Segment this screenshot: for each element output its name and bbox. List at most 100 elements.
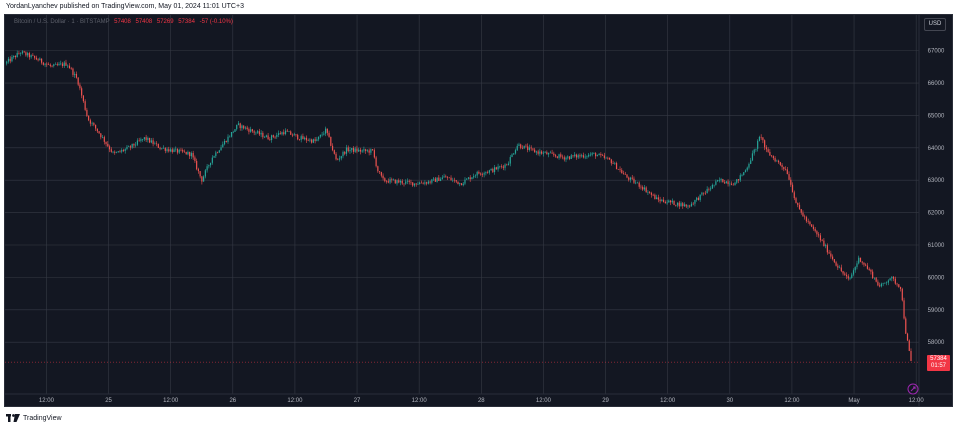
candle: [856, 260, 858, 270]
candle: [481, 172, 483, 178]
candle: [265, 134, 267, 138]
candle: [147, 136, 149, 143]
scroll-to-realtime-icon[interactable]: [907, 383, 919, 395]
candle: [68, 63, 71, 69]
candle: [162, 145, 165, 149]
candle: [784, 166, 787, 171]
candle: [873, 277, 876, 280]
candle: [603, 152, 605, 160]
time-tick-label: 12:00: [39, 398, 55, 404]
candle: [49, 63, 51, 68]
candle: [889, 278, 891, 281]
candle: [183, 149, 186, 153]
candle: [236, 124, 238, 131]
candle: [439, 177, 442, 182]
candle: [645, 186, 647, 193]
candle: [483, 171, 485, 178]
candle: [840, 264, 842, 273]
candle: [196, 158, 198, 171]
candle: [741, 173, 743, 177]
candle: [54, 62, 57, 65]
candle: [469, 175, 471, 182]
candle: [258, 128, 260, 137]
candle: [602, 153, 604, 156]
candle: [98, 130, 100, 134]
candle: [436, 177, 438, 183]
candle: [246, 125, 248, 131]
candle: [75, 71, 78, 79]
candle: [908, 339, 910, 352]
candle: [579, 153, 581, 159]
candle: [213, 155, 215, 158]
candle: [595, 152, 597, 159]
candle: [110, 147, 112, 153]
candle: [272, 134, 274, 139]
candle: [636, 181, 639, 184]
chart-area[interactable]: 67000 66000 65000 64000 63000 62000 61000 60000…: [4, 14, 953, 407]
candle: [605, 156, 607, 159]
candle: [776, 159, 778, 162]
candle: [877, 279, 879, 287]
candle: [459, 182, 461, 187]
candle: [119, 149, 121, 153]
candle: [189, 151, 191, 160]
candle: [821, 238, 823, 242]
candle: [906, 332, 909, 342]
candle: [420, 180, 423, 184]
candlestick-chart[interactable]: 67000 66000 65000 64000 63000 62000 61000 60000…: [5, 15, 952, 406]
candle: [737, 179, 740, 184]
candle: [190, 151, 193, 160]
candle: [588, 153, 590, 158]
candle: [215, 150, 217, 159]
candle: [406, 178, 409, 185]
candle: [797, 202, 799, 208]
candle: [774, 156, 776, 163]
candle: [302, 133, 304, 140]
price-axis[interactable]: 67000 66000 65000 64000 63000 62000 61000 60000…: [928, 49, 945, 347]
candle: [415, 183, 417, 187]
candle: [546, 150, 548, 155]
candle: [298, 138, 301, 141]
candle: [417, 181, 419, 185]
candle: [209, 162, 212, 168]
candle: [347, 145, 349, 153]
candle: [206, 163, 208, 173]
candle: [408, 179, 410, 185]
candle: [567, 155, 569, 160]
candle: [852, 268, 855, 277]
candle: [591, 152, 593, 157]
candle: [532, 148, 534, 152]
candle: [365, 148, 367, 154]
candle: [441, 175, 443, 180]
price-tick-label: 67000: [928, 49, 945, 55]
candle: [516, 143, 518, 151]
candle: [229, 135, 231, 138]
candle: [443, 173, 445, 178]
currency-button[interactable]: USD: [924, 18, 946, 31]
legend-open: 57408: [114, 19, 131, 25]
candle: [819, 233, 821, 243]
candle: [833, 258, 835, 264]
candle: [750, 157, 752, 165]
time-axis[interactable]: 12:00 25 12:00 26 12:00 27 12:00 28 12:00 29 12:00…: [39, 398, 924, 404]
candle: [703, 192, 705, 196]
candle: [539, 148, 541, 157]
candle: [886, 281, 888, 286]
candle: [560, 152, 562, 159]
tradingview-logo[interactable]: TradingView: [6, 413, 62, 423]
candle: [570, 153, 572, 160]
candle: [650, 191, 652, 198]
candle: [818, 232, 820, 238]
candle: [269, 137, 271, 141]
candle: [835, 260, 837, 267]
candle: [201, 175, 203, 185]
candle: [237, 121, 240, 126]
candle: [168, 146, 170, 153]
candle: [311, 138, 313, 144]
candle: [82, 95, 85, 103]
candle: [138, 137, 140, 142]
candle: [628, 176, 630, 182]
candle: [537, 149, 539, 156]
candle: [77, 76, 79, 87]
candle: [100, 133, 102, 140]
